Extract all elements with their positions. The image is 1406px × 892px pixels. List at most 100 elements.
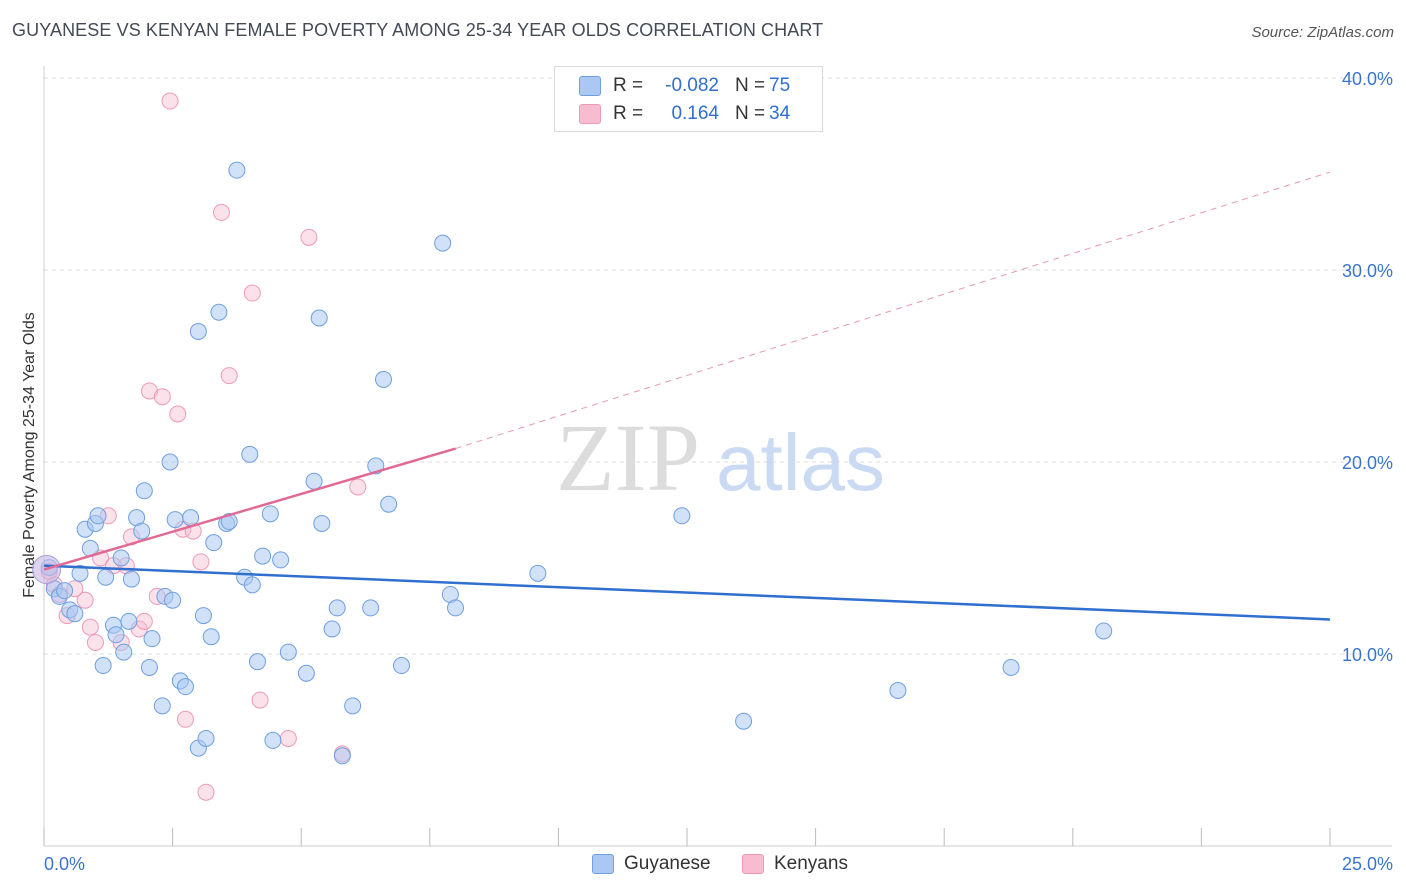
kenyan-point [251,691,269,709]
guyanese-point [202,628,220,646]
axes [43,66,1392,847]
r-label: R = [613,103,644,124]
guyanese-point [89,507,107,525]
guyanese-point [1095,622,1113,640]
r-label: R = [613,75,644,96]
x-tick-label: 0.0% [44,854,85,874]
guyanese-point [362,599,380,617]
r-value: -0.082 [665,75,719,96]
guyanese-point [115,643,133,661]
guyanese-point [161,453,179,471]
kenyan-point [349,478,367,496]
guyanese-point [197,729,215,747]
kenyans-swatch [579,104,601,124]
kenyan-trend-extension [455,171,1331,450]
guyanese-point [56,582,74,600]
guyanese-label: Guyanese [624,853,711,874]
stats-legend: R = -0.082 N = 75 R = 0.164 N = 34 [554,66,823,132]
kenyans-points [40,92,367,801]
guyanese-point [94,657,112,675]
guyanese-point [313,514,331,532]
kenyan-point [220,367,238,385]
guyanese-point [166,511,184,529]
guyanese-point [305,472,323,490]
guyanese-point [97,568,115,586]
n-label: N = [735,75,766,96]
trend-lines [43,171,1331,621]
guyanese-point [153,697,171,715]
guyanese-point [122,570,140,588]
guyanese-points [32,161,1113,765]
guyanese-point [135,482,153,500]
y-tick-label: 40.0% [1342,69,1393,89]
guyanese-point [107,626,125,644]
kenyan-point [135,612,153,630]
guyanese-point [375,370,393,388]
guyanese-point [279,643,297,661]
guyanese-point [393,657,411,675]
guyanese-point [143,630,161,648]
x-tick-label: 25.0% [1342,854,1393,874]
guyanese-point [529,564,547,582]
kenyan-point [169,405,187,423]
guyanese-point [254,547,272,565]
y-tick-label: 20.0% [1342,453,1393,473]
guyanese-point [447,599,465,617]
kenyan-trend-line [43,447,456,571]
guyanese-point [210,303,228,321]
tick-labels: 10.0% 20.0% 30.0% 40.0% 0.0% 25.0% [44,69,1393,874]
guyanese-trend-line [43,564,1331,621]
guyanese-point [120,612,138,630]
guyanese-point [248,653,266,671]
kenyan-point [300,228,318,246]
guyanese-point [264,731,282,749]
n-value: 75 [769,75,791,96]
guyanese-point [241,445,259,463]
source-note: Source: ZipAtlas.com [1251,24,1394,41]
guyanese-point [323,620,341,638]
guyanese-point [194,607,212,625]
n-label: N = [735,103,766,124]
kenyan-point [153,388,171,406]
chart-title: GUYANESE VS KENYAN FEMALE POVERTY AMONG … [12,20,824,40]
guyanese-point [333,747,351,765]
guyanese-point [66,605,84,623]
kenyan-point [176,710,194,728]
guyanese-point [297,664,315,682]
kenyan-point [86,633,104,651]
kenyan-point [192,553,210,571]
kenyans-swatch [742,854,764,874]
kenyans-label: Kenyans [774,853,848,874]
guyanese-point [182,509,200,527]
guyanese-point [243,576,261,594]
guyanese-swatch [592,854,614,874]
y-tick-label: 10.0% [1342,645,1393,665]
guyanese-point [228,161,246,179]
guyanese-point [344,697,362,715]
guyanese-point [176,678,194,696]
guyanese-swatch [579,76,601,96]
guyanese-point [164,591,182,609]
kenyan-point [243,284,261,302]
watermark-zip: ZIP [556,404,700,511]
guyanese-point [310,309,328,327]
guyanese-point [328,599,346,617]
guyanese-point [205,534,223,552]
guyanese-point [735,712,753,730]
kenyan-point [279,729,297,747]
guyanese-point [1002,658,1020,676]
kenyan-point [81,618,99,636]
n-value: 34 [769,103,791,124]
guyanese-point [71,564,89,582]
legend-kenyans[interactable]: Kenyans [742,852,848,876]
guyanese-point [112,549,130,567]
r-value: 0.164 [671,103,719,124]
guyanese-point [133,522,151,540]
guyanese-point [189,322,207,340]
watermark-atlas: atlas [716,418,885,507]
legend-guyanese[interactable]: Guyanese [592,852,711,876]
guyanese-point [889,681,907,699]
kenyan-point [197,783,215,801]
guyanese-point [272,551,290,569]
